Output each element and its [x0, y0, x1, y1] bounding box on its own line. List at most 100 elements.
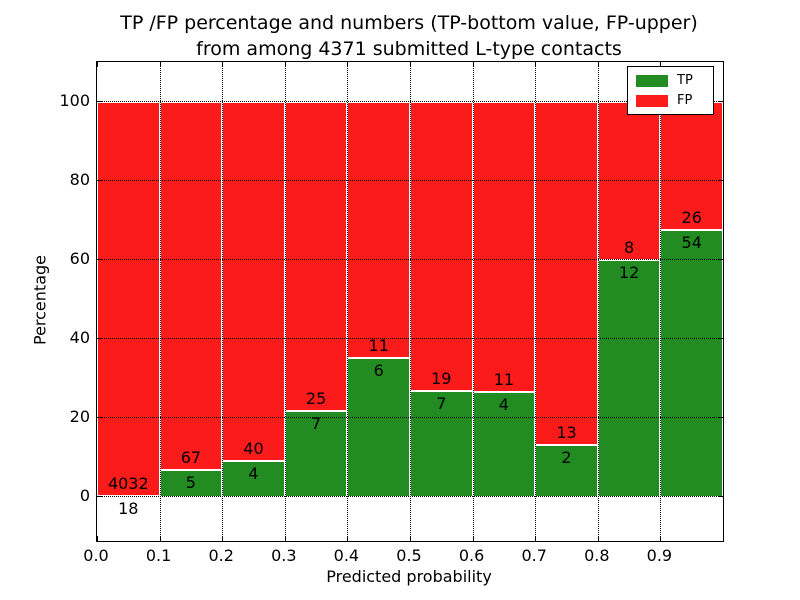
v-gridline	[660, 62, 662, 541]
x-tick-label: 0.6	[458, 546, 485, 565]
legend: TP FP	[627, 66, 714, 115]
fp-count-label: 4032	[107, 473, 149, 493]
fp-bar-segment	[97, 101, 160, 496]
y-tick-label: 0	[79, 486, 90, 506]
x-tick-bottom	[97, 536, 98, 541]
h-gridline	[97, 338, 723, 340]
y-tick-label: 20	[69, 407, 90, 427]
x-tick-top	[284, 62, 286, 67]
fp-count-label: 8	[624, 237, 635, 257]
plot-area: 4032 18 67 5 40 4 25 7 11 6 19 7 11 4 13 2 8 12 26 54	[96, 61, 724, 542]
x-axis-tick-labels: 0.0 0.1 0.2 0.3 0.4 0.5 0.6 0.7 0.8 0.9	[83, 546, 722, 566]
x-tick-bottom	[535, 536, 537, 541]
fp-bar-segment	[159, 101, 223, 470]
y-tick-left	[97, 100, 102, 102]
x-tick-top	[723, 62, 724, 67]
y-axis-tick-labels: 0 20 40 60 80 100	[0, 61, 90, 540]
x-tick-top	[410, 62, 411, 67]
fp-legend-swatch	[636, 94, 668, 107]
y-tick-right	[718, 417, 723, 419]
fp-count-label: 67	[180, 447, 202, 467]
fp-bar-segment	[222, 101, 285, 462]
x-axis-label: Predicted probability	[326, 567, 492, 586]
x-tick-top	[222, 62, 224, 67]
tp-count-label: 2	[561, 447, 572, 467]
chart-title-line1: TP /FP percentage and numbers (TP-bottom…	[120, 12, 698, 34]
h-gridline	[97, 496, 723, 498]
x-tick-bottom	[159, 536, 161, 541]
x-tick-label: 0.8	[584, 546, 610, 565]
fp-bar-segment	[535, 101, 598, 445]
tp-bar-segment	[284, 410, 348, 498]
x-tick-top	[97, 62, 98, 67]
x-tick-label: 0.2	[208, 546, 234, 565]
fp-bar-segment	[597, 101, 661, 260]
x-tick-label: 0.9	[646, 546, 673, 565]
fp-bar-segment	[347, 101, 410, 358]
tp-count-label: 7	[436, 393, 447, 413]
tp-bar-segment	[347, 357, 410, 498]
tp-legend-swatch	[636, 74, 668, 87]
y-tick-right	[718, 496, 723, 498]
y-tick-label: 40	[69, 328, 90, 348]
y-tick-left	[97, 417, 102, 419]
chart-title: TP /FP percentage and numbers (TP-bottom…	[120, 10, 698, 62]
legend-label: FP	[677, 93, 693, 108]
y-tick-label: 80	[69, 169, 90, 189]
v-gridline	[222, 62, 224, 541]
tp-count-label: 18	[118, 498, 139, 518]
v-gridline	[284, 62, 286, 541]
x-tick-label: 0.7	[521, 546, 547, 565]
x-tick-bottom	[347, 536, 349, 541]
x-tick-label: 0.5	[396, 546, 422, 565]
tp-count-label: 6	[373, 360, 384, 380]
legend-label: TP	[677, 73, 693, 88]
y-tick-right	[718, 258, 723, 260]
h-gridline	[97, 179, 723, 181]
fp-count-label: 25	[305, 388, 327, 408]
v-gridline	[347, 62, 349, 541]
legend-item: TP	[636, 73, 705, 88]
x-tick-bottom	[723, 536, 724, 541]
v-gridline	[410, 62, 411, 541]
v-gridline	[535, 62, 537, 541]
x-tick-bottom	[284, 536, 286, 541]
tp-bar-segment	[597, 259, 661, 498]
v-gridline	[159, 62, 161, 541]
y-tick-left	[97, 258, 102, 260]
v-gridline	[472, 62, 474, 541]
y-tick-left	[97, 179, 102, 181]
fp-count-label: 13	[556, 422, 577, 442]
x-tick-label: 0.1	[145, 546, 172, 565]
y-tick-label: 100	[59, 90, 90, 110]
h-gridline	[97, 258, 723, 260]
chart-title-line2: from among 4371 submitted L-type contact…	[196, 38, 622, 60]
x-tick-bottom	[222, 536, 224, 541]
y-tick-label: 60	[69, 248, 90, 268]
tp-count-label: 54	[681, 233, 702, 253]
x-tick-bottom	[410, 536, 411, 541]
x-tick-bottom	[597, 536, 599, 541]
x-tick-top	[347, 62, 349, 67]
tp-count-label: 7	[311, 413, 322, 433]
tp-bar-segment	[535, 444, 598, 498]
tp-count-label: 4	[498, 394, 509, 414]
x-tick-bottom	[660, 536, 662, 541]
fp-bar-segment	[472, 101, 536, 392]
y-tick-left	[97, 496, 102, 498]
fp-count-label: 19	[431, 368, 452, 388]
tp-count-label: 12	[618, 262, 640, 282]
fp-count-label: 11	[368, 335, 389, 355]
fp-count-label: 26	[681, 208, 702, 228]
x-tick-label: 0.0	[83, 546, 109, 565]
y-tick-right	[718, 338, 723, 340]
y-tick-right	[718, 100, 723, 102]
x-tick-top	[159, 62, 161, 67]
h-gridline	[97, 417, 723, 419]
tp-count-label: 4	[248, 464, 259, 484]
fp-count-label: 40	[243, 439, 264, 459]
legend-item: FP	[636, 93, 705, 108]
x-tick-label: 0.3	[271, 546, 297, 565]
x-tick-top	[472, 62, 474, 67]
